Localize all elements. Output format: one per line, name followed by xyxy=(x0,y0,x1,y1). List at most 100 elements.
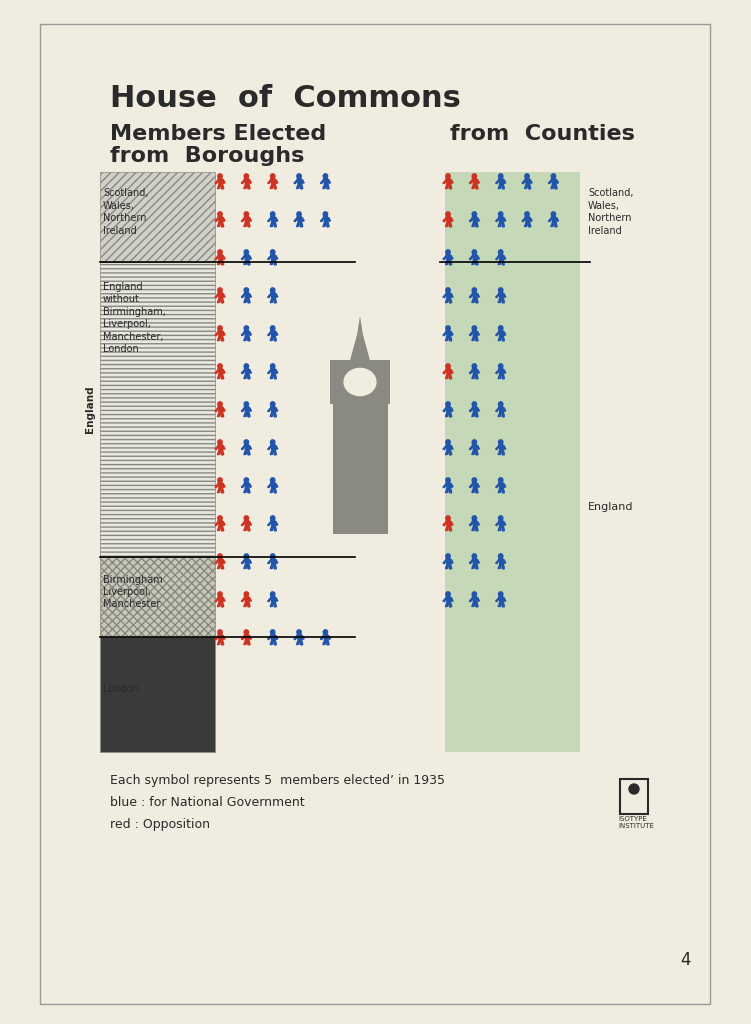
Polygon shape xyxy=(476,217,479,221)
Polygon shape xyxy=(450,597,453,601)
Polygon shape xyxy=(270,293,276,298)
Polygon shape xyxy=(450,483,453,487)
Polygon shape xyxy=(502,294,506,297)
Polygon shape xyxy=(244,184,247,188)
Polygon shape xyxy=(446,254,451,260)
Circle shape xyxy=(218,401,222,407)
Polygon shape xyxy=(222,408,225,412)
Polygon shape xyxy=(215,332,219,336)
Polygon shape xyxy=(472,558,477,564)
Polygon shape xyxy=(273,602,276,607)
Polygon shape xyxy=(446,369,451,374)
Polygon shape xyxy=(498,222,502,226)
Polygon shape xyxy=(275,445,278,450)
Polygon shape xyxy=(327,179,330,183)
Polygon shape xyxy=(215,370,219,374)
Polygon shape xyxy=(244,178,249,184)
Polygon shape xyxy=(496,217,500,221)
Polygon shape xyxy=(218,451,221,455)
Circle shape xyxy=(270,326,275,331)
Polygon shape xyxy=(300,222,303,227)
Polygon shape xyxy=(270,640,273,645)
Polygon shape xyxy=(247,374,250,379)
Polygon shape xyxy=(218,526,221,530)
Polygon shape xyxy=(469,255,473,259)
Circle shape xyxy=(499,478,503,482)
Polygon shape xyxy=(244,482,249,488)
Polygon shape xyxy=(499,407,503,412)
Polygon shape xyxy=(496,521,500,525)
Polygon shape xyxy=(218,412,221,417)
Polygon shape xyxy=(502,217,506,221)
Polygon shape xyxy=(247,298,250,303)
Polygon shape xyxy=(475,222,478,227)
Polygon shape xyxy=(450,559,453,563)
Polygon shape xyxy=(476,255,479,259)
Circle shape xyxy=(218,592,222,596)
Polygon shape xyxy=(502,445,506,450)
Polygon shape xyxy=(241,521,246,525)
Circle shape xyxy=(270,212,275,216)
Polygon shape xyxy=(270,336,273,341)
Polygon shape xyxy=(469,294,473,298)
Polygon shape xyxy=(449,374,452,379)
Circle shape xyxy=(244,250,249,254)
Polygon shape xyxy=(445,260,449,264)
Polygon shape xyxy=(218,482,222,488)
Polygon shape xyxy=(249,597,252,601)
Polygon shape xyxy=(502,255,506,259)
Circle shape xyxy=(244,630,249,634)
Polygon shape xyxy=(244,336,247,341)
Polygon shape xyxy=(270,444,276,451)
Polygon shape xyxy=(270,260,273,264)
Text: blue : for National Government: blue : for National Government xyxy=(110,796,305,809)
Polygon shape xyxy=(496,370,500,374)
Polygon shape xyxy=(222,521,225,525)
Polygon shape xyxy=(241,408,246,412)
Polygon shape xyxy=(270,526,273,530)
Polygon shape xyxy=(215,636,219,640)
Circle shape xyxy=(244,440,249,444)
Polygon shape xyxy=(469,370,473,374)
Polygon shape xyxy=(222,445,225,450)
Polygon shape xyxy=(270,407,276,412)
Circle shape xyxy=(218,288,222,292)
Polygon shape xyxy=(249,521,252,525)
Polygon shape xyxy=(446,407,451,412)
Polygon shape xyxy=(472,564,475,568)
Polygon shape xyxy=(502,451,505,455)
Polygon shape xyxy=(472,451,475,455)
Circle shape xyxy=(499,554,503,558)
Polygon shape xyxy=(522,179,526,183)
Circle shape xyxy=(499,212,503,216)
Bar xyxy=(333,404,388,534)
Polygon shape xyxy=(218,374,221,379)
Polygon shape xyxy=(270,298,273,303)
Circle shape xyxy=(472,212,477,216)
Polygon shape xyxy=(275,559,278,563)
Polygon shape xyxy=(275,483,278,487)
Polygon shape xyxy=(215,217,219,221)
Polygon shape xyxy=(221,298,224,303)
Circle shape xyxy=(270,288,275,292)
Polygon shape xyxy=(275,521,278,525)
Polygon shape xyxy=(324,178,328,184)
Polygon shape xyxy=(247,640,250,645)
Polygon shape xyxy=(446,178,451,184)
Polygon shape xyxy=(218,254,222,260)
Polygon shape xyxy=(475,184,478,189)
Polygon shape xyxy=(218,222,221,226)
Polygon shape xyxy=(273,222,276,227)
Polygon shape xyxy=(215,255,219,259)
Polygon shape xyxy=(297,635,302,640)
Polygon shape xyxy=(498,336,502,341)
Circle shape xyxy=(244,554,249,558)
Circle shape xyxy=(446,401,450,407)
Circle shape xyxy=(218,250,222,254)
Circle shape xyxy=(323,174,327,178)
Polygon shape xyxy=(267,559,272,563)
Polygon shape xyxy=(270,222,273,226)
Polygon shape xyxy=(267,370,272,374)
Polygon shape xyxy=(275,370,278,373)
Circle shape xyxy=(270,554,275,558)
